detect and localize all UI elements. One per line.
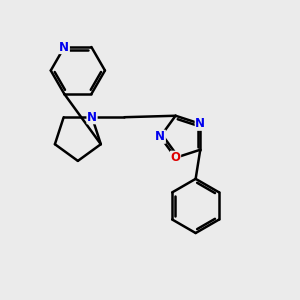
Text: O: O (171, 151, 181, 164)
Text: N: N (195, 117, 205, 130)
Text: N: N (59, 40, 69, 53)
Text: N: N (155, 130, 165, 143)
Text: N: N (87, 111, 97, 124)
